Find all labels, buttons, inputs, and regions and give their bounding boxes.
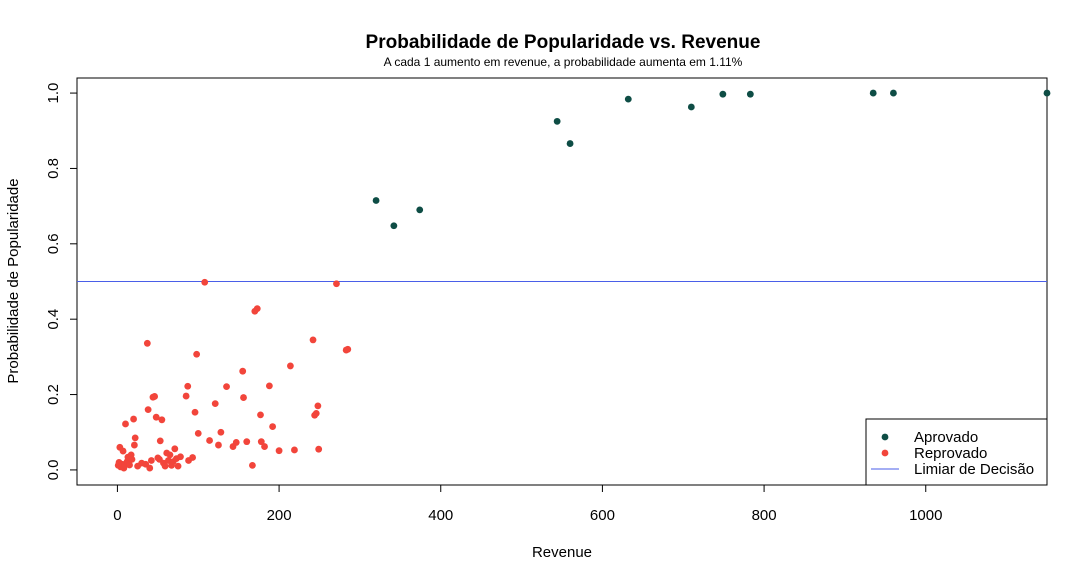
data-point [240, 394, 247, 401]
y-tick-label: 0.0 [45, 459, 62, 480]
data-point [147, 457, 155, 464]
x-tick-label: 800 [752, 507, 777, 524]
data-point [253, 305, 261, 313]
data-point [261, 443, 268, 450]
y-tick-label: 0.8 [45, 158, 62, 179]
x-tick-label: 400 [428, 507, 453, 524]
legend-marker [881, 433, 889, 441]
legend-marker [881, 449, 889, 457]
y-axis: 0.0 0.2 0.4 0.6 0.8 1.0 [45, 83, 78, 480]
data-point [269, 423, 277, 430]
data-point [416, 206, 424, 214]
legend-label: Reprovado [914, 445, 987, 462]
data-point [156, 437, 164, 445]
x-tick-label: 200 [267, 507, 292, 524]
data-point [182, 392, 190, 400]
data-point [257, 438, 265, 446]
data-point [315, 445, 323, 453]
data-point [333, 280, 340, 288]
data-point [146, 464, 154, 472]
data-point [177, 453, 184, 461]
data-point [1043, 89, 1051, 97]
data-point [166, 451, 174, 459]
data-point [143, 339, 151, 347]
data-point [257, 411, 264, 419]
data-point [201, 278, 209, 286]
y-tick-label: 0.4 [45, 309, 62, 330]
data-point [890, 89, 897, 97]
data-point [239, 367, 247, 375]
x-tick-label: 600 [590, 507, 615, 524]
y-tick-label: 0.2 [45, 384, 62, 405]
data-point [206, 437, 213, 444]
x-axis: 0 200 400 600 800 1000 [113, 484, 942, 524]
data-point [126, 461, 133, 469]
data-point [130, 441, 138, 449]
data-point [291, 446, 298, 454]
data-point [171, 445, 179, 453]
data-point [119, 447, 127, 455]
data-point [243, 438, 251, 446]
data-point [312, 409, 320, 417]
legend-label: Aprovado [914, 429, 978, 446]
data-point [128, 455, 136, 463]
legend-label: Limiar de Decisão [914, 461, 1034, 478]
data-point [194, 429, 202, 437]
data-point [746, 90, 754, 98]
data-point [217, 428, 225, 436]
data-point [151, 393, 159, 400]
data-point [131, 434, 139, 442]
data-point [189, 454, 196, 461]
data-point [161, 462, 169, 470]
chart-subtitle: A cada 1 aumento em revenue, a probabili… [384, 55, 743, 69]
data-point [553, 117, 561, 125]
data-point [719, 90, 727, 98]
y-tick-label: 0.6 [45, 233, 62, 254]
data-point [193, 350, 201, 358]
data-point [566, 140, 574, 147]
x-tick-label: 0 [113, 507, 121, 524]
data-point [174, 462, 182, 470]
data-point [215, 441, 222, 449]
data-point [158, 416, 166, 424]
data-point [249, 462, 256, 469]
chart-title: Probabilidade de Popularidade vs. Revenu… [366, 32, 761, 53]
data-point [265, 382, 273, 390]
data-point [122, 420, 129, 428]
data-point [144, 406, 152, 414]
data-point [130, 415, 137, 423]
data-points [114, 89, 1051, 472]
data-point [211, 400, 219, 407]
data-point [624, 95, 632, 103]
data-point [184, 382, 192, 390]
y-tick-label: 1.0 [45, 83, 62, 104]
data-point [390, 222, 398, 230]
x-tick-label: 1000 [909, 507, 942, 524]
y-axis-label: Probabilidade de Popularidade [5, 178, 22, 383]
data-point [275, 447, 283, 455]
data-point [152, 413, 160, 421]
data-point [344, 345, 352, 353]
data-point [287, 362, 294, 370]
data-point [687, 103, 695, 111]
legend-box [865, 418, 1048, 486]
data-point [314, 402, 322, 410]
data-point [223, 383, 230, 391]
data-point [309, 336, 317, 344]
data-point [372, 197, 380, 204]
data-point [232, 439, 240, 446]
x-axis-label: Revenue [532, 544, 592, 561]
data-point [869, 89, 877, 97]
data-point [191, 408, 199, 416]
